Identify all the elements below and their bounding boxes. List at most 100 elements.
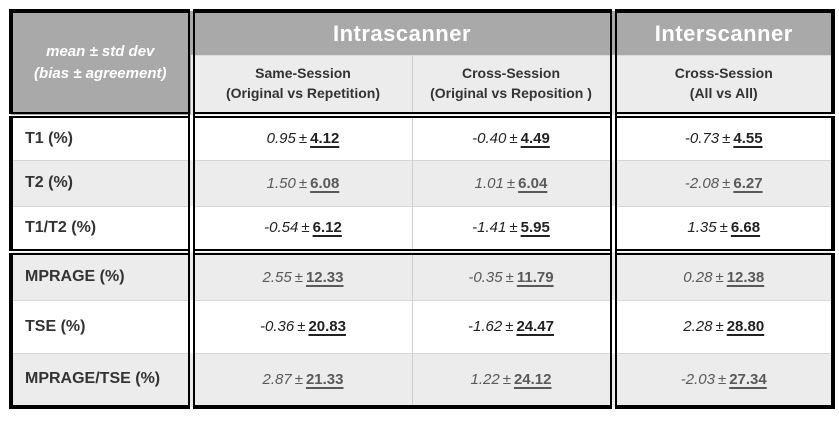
corner-header: mean ± std dev (bias ± agreement) bbox=[11, 11, 195, 118]
col-header-line1: Same-Session bbox=[255, 65, 351, 82]
data-cell: -0.40 ±4.49 bbox=[411, 115, 613, 160]
agreement-value: 5.95 bbox=[520, 219, 550, 237]
plus-minus: ± bbox=[719, 219, 728, 237]
plus-minus: ± bbox=[715, 268, 724, 286]
agreement-value: 4.12 bbox=[310, 130, 340, 148]
plus-minus: ± bbox=[298, 130, 308, 148]
mean-value: 1.50 bbox=[266, 174, 296, 192]
data-cell: 0.95 ±4.12 bbox=[191, 115, 412, 160]
row-label: T2 (%) bbox=[11, 159, 195, 206]
agreement-value: 24.12 bbox=[513, 370, 552, 388]
plus-minus: ± bbox=[722, 174, 731, 192]
agreement-value: 11.79 bbox=[516, 268, 554, 286]
mean-value: 2.87 bbox=[262, 370, 292, 388]
table-row-tse: TSE (%) -0.36 ±20.83 -1.62 ±24.47 2.28 ±28.… bbox=[11, 299, 833, 353]
plus-minus: ± bbox=[722, 130, 731, 148]
mean-value: 2.28 bbox=[683, 318, 713, 335]
col-header-line1: Cross-Session bbox=[674, 65, 773, 82]
group-header-interscanner: Interscanner bbox=[609, 11, 833, 56]
data-cell: -1.62 ±24.47 bbox=[411, 299, 613, 353]
plus-minus: ± bbox=[505, 318, 514, 335]
data-cell: 1.35 ±6.68 bbox=[609, 205, 833, 252]
mean-value: 1.01 bbox=[474, 174, 504, 192]
table-row-t1t2: T1/T2 (%) -0.54 ±6.12 -1.41 ±5.95 1.35 ±6.6… bbox=[11, 205, 833, 252]
corner-header-line1: mean ± std dev bbox=[46, 42, 155, 60]
data-cell: 2.87 ±21.33 bbox=[191, 352, 412, 407]
table-row-t1: T1 (%) 0.95 ±4.12 -0.40 ±4.49 -0.73 ±4.55 bbox=[11, 115, 833, 160]
data-cell: -0.54 ±6.12 bbox=[191, 205, 412, 252]
corner-header-line2: (bias ± agreement) bbox=[34, 64, 167, 82]
mean-value: 2.55 bbox=[262, 268, 292, 286]
plus-minus: ± bbox=[301, 219, 310, 237]
data-cell: -2.03 ±27.34 bbox=[609, 352, 833, 407]
row-label: MPRAGE (%) bbox=[11, 249, 195, 300]
mean-value: -1.41 bbox=[472, 219, 507, 237]
agreement-value: 28.80 bbox=[726, 318, 765, 335]
plus-minus: ± bbox=[505, 268, 514, 286]
agreement-value: 27.34 bbox=[729, 370, 767, 388]
mean-value: -0.54 bbox=[264, 219, 299, 237]
results-table: mean ± std dev (bias ± agreement) Intras… bbox=[9, 9, 835, 409]
mean-value: -2.08 bbox=[684, 174, 720, 192]
data-cell: 1.50 ±6.08 bbox=[191, 159, 412, 206]
data-cell: -0.73 ±4.55 bbox=[609, 115, 833, 160]
data-cell: 1.22 ±24.12 bbox=[411, 352, 613, 407]
col-header-same-session: Same-Session (Original vs Repetition) bbox=[191, 55, 412, 118]
table-row-t2: T2 (%) 1.50 ±6.08 1.01 ±6.04 -2.08 ±6.27 bbox=[11, 159, 833, 206]
row-label: T1 (%) bbox=[11, 115, 195, 160]
agreement-value: 6.27 bbox=[733, 174, 763, 192]
mean-value: -0.36 bbox=[260, 318, 295, 335]
data-cell: -2.08 ±6.27 bbox=[609, 159, 833, 206]
data-cell: 2.55 ±12.33 bbox=[191, 249, 412, 300]
plus-minus: ± bbox=[509, 130, 518, 148]
plus-minus: ± bbox=[298, 174, 308, 192]
data-cell: -0.35 ±11.79 bbox=[411, 249, 613, 300]
col-header-cross-session: Cross-Session (Original vs Reposition ) bbox=[411, 55, 613, 118]
col-header-line2: (All vs All) bbox=[689, 84, 758, 101]
row-label: TSE (%) bbox=[11, 299, 195, 353]
mean-value: 1.22 bbox=[470, 370, 500, 388]
table-row-mprage-tse: MPRAGE/TSE (%) 2.87 ±21.33 1.22 ±24.12 -2.… bbox=[11, 352, 833, 407]
plus-minus: ± bbox=[297, 318, 306, 335]
agreement-value: 4.49 bbox=[520, 130, 550, 148]
agreement-value: 6.12 bbox=[312, 219, 342, 237]
data-cell: 1.01 ±6.04 bbox=[411, 159, 613, 206]
agreement-value: 20.83 bbox=[308, 318, 346, 335]
plus-minus: ± bbox=[506, 174, 516, 192]
data-cell: 2.28 ±28.80 bbox=[609, 299, 833, 353]
data-cell: 0.28 ±12.38 bbox=[609, 249, 833, 300]
plus-minus: ± bbox=[509, 219, 518, 237]
agreement-value: 12.33 bbox=[305, 268, 344, 286]
col-header-line2: (Original vs Reposition ) bbox=[430, 84, 592, 101]
mean-value: -2.03 bbox=[680, 370, 715, 388]
data-cell: -0.36 ±20.83 bbox=[191, 299, 412, 353]
row-label: MPRAGE/TSE (%) bbox=[11, 352, 195, 407]
agreement-value: 6.08 bbox=[310, 174, 340, 192]
agreement-value: 4.55 bbox=[733, 130, 763, 148]
mean-value: 1.35 bbox=[687, 219, 717, 237]
agreement-value: 6.68 bbox=[730, 219, 761, 237]
group-header-intrascanner: Intrascanner bbox=[191, 11, 613, 56]
mean-value: -0.73 bbox=[684, 130, 720, 148]
mean-value: -1.62 bbox=[468, 318, 503, 335]
col-header-line2: (Original vs Repetition) bbox=[225, 84, 380, 101]
col-header-cross-session-all: Cross-Session (All vs All) bbox=[609, 55, 833, 118]
table-row-mprage: MPRAGE (%) 2.55 ±12.33 -0.35 ±11.79 0.28 ±1… bbox=[11, 249, 833, 300]
row-label: T1/T2 (%) bbox=[11, 205, 195, 252]
mean-value: 0.95 bbox=[266, 130, 296, 148]
agreement-value: 12.38 bbox=[726, 268, 765, 286]
col-header-line1: Cross-Session bbox=[461, 65, 561, 82]
data-cell: -1.41 ±5.95 bbox=[411, 205, 613, 252]
plus-minus: ± bbox=[502, 370, 511, 388]
plus-minus: ± bbox=[294, 268, 303, 286]
plus-minus: ± bbox=[294, 370, 303, 388]
plus-minus: ± bbox=[717, 370, 727, 388]
agreement-value: 21.33 bbox=[305, 370, 344, 388]
mean-value: 0.28 bbox=[683, 268, 713, 286]
plus-minus: ± bbox=[715, 318, 724, 335]
mean-value: -0.40 bbox=[472, 130, 507, 148]
mean-value: -0.35 bbox=[468, 268, 503, 286]
agreement-value: 24.47 bbox=[516, 318, 554, 335]
agreement-value: 6.04 bbox=[518, 174, 548, 192]
